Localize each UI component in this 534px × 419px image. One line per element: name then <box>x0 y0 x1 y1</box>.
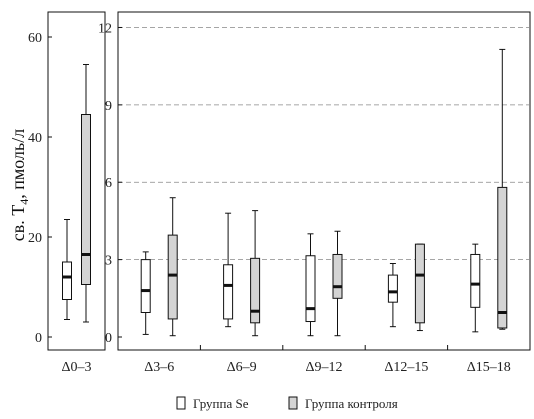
x-category-label: Δ12–15 <box>384 360 428 375</box>
plot-frame <box>117 11 531 351</box>
y-tick-label: 20 <box>28 231 42 246</box>
y-tick-label: 0 <box>35 331 42 346</box>
y-tick-label: 6 <box>105 176 112 191</box>
legend: Группа Se Группа контроля <box>176 396 398 411</box>
box-se <box>62 219 72 320</box>
iqr-box <box>497 186 508 329</box>
y-axis-label: св. T4, пмоль/л <box>8 129 31 241</box>
right-panel: 0 3 6 9 12 Δ3–6 Δ6–9 Δ9–12 Δ12–15 Δ15–18 <box>98 11 531 375</box>
legend-swatch-se <box>176 396 186 410</box>
legend-label-control: Группа контроля <box>305 396 398 411</box>
y-tick-label: 9 <box>105 99 112 114</box>
legend-label-se: Группа Se <box>193 396 249 411</box>
box-se <box>470 243 481 333</box>
box-se <box>140 251 151 335</box>
box-control <box>250 210 261 337</box>
y-axis-label-subscript: 4 <box>17 199 31 205</box>
iqr-box <box>470 253 481 308</box>
x-category-label: Δ15–18 <box>467 360 511 375</box>
iqr-box <box>332 253 343 299</box>
iqr-box <box>305 255 316 323</box>
y-tick-label: 60 <box>28 31 42 46</box>
left-panel: 0 20 40 60 Δ0–3 <box>28 11 106 375</box>
iqr-box <box>414 243 425 324</box>
x-category-label: Δ3–6 <box>144 360 174 375</box>
iqr-box <box>140 259 151 313</box>
plot-frame <box>47 11 106 351</box>
y-tick-label: 40 <box>28 131 42 146</box>
iqr-box <box>81 114 91 285</box>
box-control <box>497 48 508 330</box>
y-axis-label-unit: , пмоль/л <box>8 129 28 199</box>
y-tick-label: 3 <box>105 254 112 269</box>
iqr-box <box>62 261 72 300</box>
box-control <box>332 230 343 337</box>
iqr-box <box>387 274 398 303</box>
iqr-box <box>167 234 178 320</box>
x-category-label: Δ6–9 <box>227 360 257 375</box>
x-category-label: Δ0–3 <box>61 360 91 375</box>
x-category-label: Δ9–12 <box>305 360 342 375</box>
iqr-box <box>250 257 261 324</box>
box-control <box>81 64 91 323</box>
box-control <box>414 243 425 332</box>
box-control <box>167 197 178 337</box>
y-axis-label-main: св. T <box>8 205 28 241</box>
box-se <box>387 262 398 328</box>
box-se <box>223 212 234 328</box>
iqr-box <box>223 264 234 320</box>
y-tick-label: 0 <box>105 331 112 346</box>
legend-swatch-control <box>288 396 298 410</box>
box-se <box>305 233 316 337</box>
y-tick-label: 12 <box>98 21 112 36</box>
